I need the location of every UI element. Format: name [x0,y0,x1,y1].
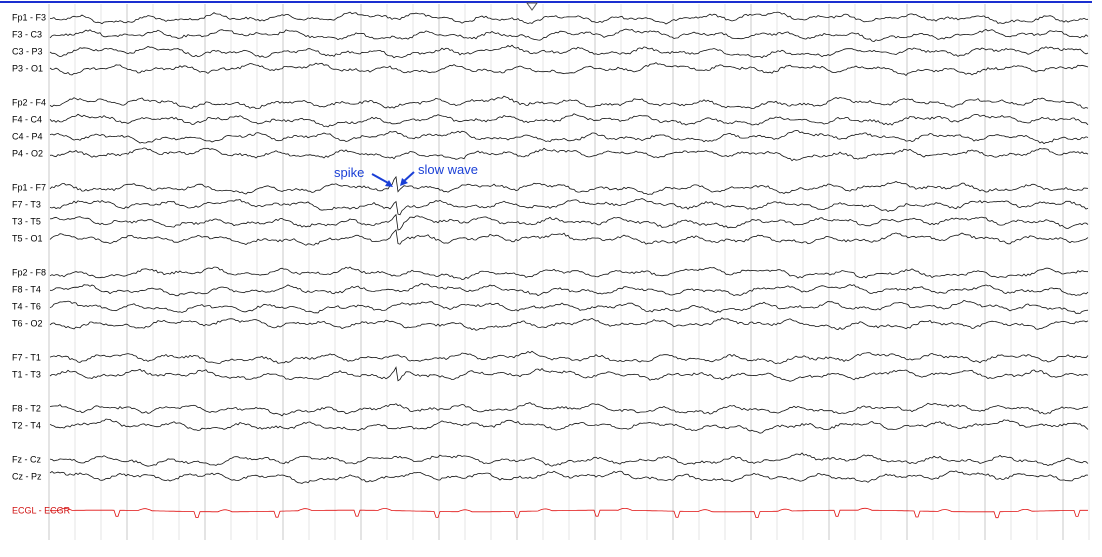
ecg-trace [50,507,1088,519]
channel-label: P4 - O2 [12,148,43,158]
eeg-trace [49,452,1089,467]
channel-label: Fp1 - F7 [12,182,46,192]
channel-label: T6 - O2 [12,318,43,328]
channel-label: T5 - O1 [12,233,43,243]
traces [49,11,1089,519]
channel-label: C4 - P4 [12,131,43,141]
slow-wave-annotation: slow wave [418,162,478,177]
spike-arrowhead [385,180,393,187]
channel-label: F8 - T2 [12,403,41,413]
eeg-trace [49,229,1089,246]
channel-labels: Fp1 - F3 F3 - C3 C3 - P3 P3 - O1 Fp2 - F4 F4 … [12,12,71,515]
eeg-trace [49,317,1089,331]
eeg-trace [49,198,1089,216]
channel-label: T2 - T4 [12,420,41,430]
eeg-trace [50,11,1089,25]
channel-label: F8 - T4 [12,284,41,294]
channel-label: Fp1 - F3 [12,12,46,22]
eeg-trace [49,470,1089,484]
channel-label: C3 - P3 [12,46,43,56]
channel-label: Fz - Cz [12,454,41,464]
channel-label: F4 - C4 [12,114,42,124]
eeg-trace [49,175,1089,195]
eeg-trace [49,44,1089,59]
eeg-trace [49,95,1089,110]
channel-label: T1 - T3 [12,369,41,379]
channel-label: ECGL - ECGR [12,505,71,515]
slow-wave-arrow [402,171,415,183]
channel-label: T4 - T6 [12,301,41,311]
spike-arrow [371,173,391,185]
spike-annotation: spike [334,165,364,180]
eeg-trace [49,366,1089,382]
channel-label: P3 - O1 [12,63,43,73]
eeg-trace [49,113,1089,128]
eeg-trace [49,418,1089,434]
channel-label: T3 - T5 [12,216,41,226]
eeg-trace [49,28,1089,43]
channel-label: F7 - T3 [12,199,41,209]
channel-label: Fp2 - F8 [12,267,46,277]
channel-label: F7 - T1 [12,352,41,362]
eeg-trace [49,282,1089,297]
eeg-trace [49,147,1089,162]
eeg-trace [49,402,1089,417]
channel-label: F3 - C3 [12,29,42,39]
eeg-trace [49,266,1089,281]
channel-label: Cz - Pz [12,471,42,481]
channel-label: Fp2 - F4 [12,97,46,107]
eeg-trace [49,299,1089,314]
eeg-trace [49,213,1089,231]
cursor-marker[interactable] [526,2,538,11]
slow-wave-arrowhead [400,178,408,186]
eeg-trace [49,350,1089,365]
eeg-trace [49,62,1089,76]
eeg-trace [49,130,1089,145]
